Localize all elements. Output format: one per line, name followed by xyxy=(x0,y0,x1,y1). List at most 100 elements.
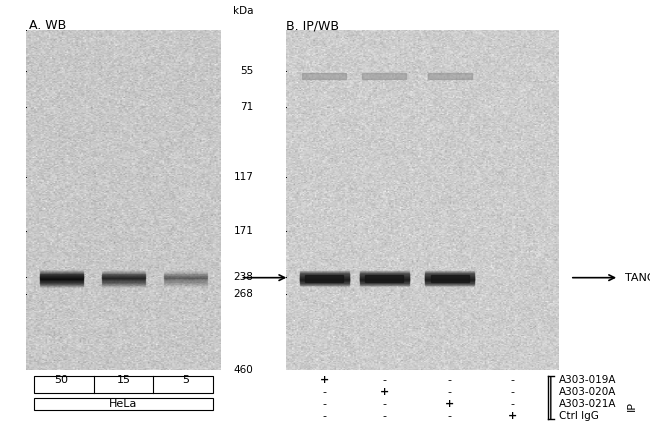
Text: -: - xyxy=(322,411,326,421)
Bar xyxy=(300,284,349,286)
Bar xyxy=(102,285,145,286)
Bar xyxy=(359,279,409,280)
Bar xyxy=(102,278,145,279)
Text: 460: 460 xyxy=(233,365,254,375)
Text: 171: 171 xyxy=(233,226,254,235)
Text: +: + xyxy=(445,399,454,409)
Bar xyxy=(300,279,349,280)
Text: 5: 5 xyxy=(183,375,189,385)
Bar xyxy=(164,269,207,270)
Bar xyxy=(102,280,145,282)
Bar xyxy=(363,74,406,79)
Bar xyxy=(425,282,474,283)
Bar xyxy=(359,271,409,272)
Bar xyxy=(164,280,207,282)
Bar xyxy=(300,284,349,285)
Bar xyxy=(300,280,349,282)
Bar xyxy=(164,272,207,273)
Text: 117: 117 xyxy=(233,172,254,182)
Bar xyxy=(164,275,207,276)
Text: A. WB: A. WB xyxy=(29,19,66,32)
Bar xyxy=(102,271,145,272)
Bar xyxy=(300,278,349,280)
Bar xyxy=(300,282,349,283)
Bar xyxy=(164,275,207,277)
Bar xyxy=(365,275,404,282)
Bar xyxy=(164,271,207,272)
Bar xyxy=(102,272,145,273)
Text: +: + xyxy=(380,387,389,397)
Bar xyxy=(102,283,145,285)
Bar xyxy=(164,277,207,278)
Bar xyxy=(40,279,83,280)
Text: -: - xyxy=(448,411,452,421)
Bar xyxy=(425,285,474,286)
Bar xyxy=(40,270,83,271)
Bar xyxy=(40,275,83,277)
Bar xyxy=(164,285,207,286)
Bar xyxy=(40,275,83,276)
Bar xyxy=(425,271,474,273)
Bar xyxy=(300,283,349,285)
Bar xyxy=(300,272,349,273)
Bar xyxy=(164,278,207,279)
Bar xyxy=(425,284,474,285)
Bar xyxy=(425,272,474,274)
Text: -: - xyxy=(382,375,386,385)
Bar xyxy=(40,280,83,282)
Text: -: - xyxy=(322,399,326,409)
Bar xyxy=(425,274,474,275)
Bar xyxy=(425,284,474,286)
Bar xyxy=(359,275,409,276)
Bar xyxy=(300,280,349,281)
Bar xyxy=(164,284,207,286)
Bar xyxy=(359,277,409,278)
Text: B. IP/WB: B. IP/WB xyxy=(286,19,339,32)
Bar xyxy=(431,275,469,282)
Bar xyxy=(102,276,145,278)
Bar xyxy=(425,273,474,275)
Bar xyxy=(164,276,207,278)
Text: TANC1: TANC1 xyxy=(295,273,332,283)
Text: IP: IP xyxy=(627,401,637,411)
Bar xyxy=(40,271,83,272)
Bar xyxy=(40,282,83,283)
Bar xyxy=(359,270,409,272)
Bar xyxy=(40,283,83,285)
Bar xyxy=(300,275,349,276)
Text: 50: 50 xyxy=(54,375,68,385)
Text: -: - xyxy=(448,375,452,385)
Bar xyxy=(359,278,409,280)
Bar xyxy=(164,283,207,284)
Bar xyxy=(359,272,409,274)
Bar xyxy=(359,274,409,275)
Bar xyxy=(359,278,409,279)
Bar xyxy=(359,280,409,282)
Bar xyxy=(164,270,207,271)
Bar xyxy=(164,286,207,287)
Bar xyxy=(359,281,409,283)
Bar xyxy=(425,275,474,276)
Bar xyxy=(40,285,83,286)
Bar xyxy=(40,269,83,270)
Text: -: - xyxy=(382,411,386,421)
Text: Ctrl IgG: Ctrl IgG xyxy=(559,411,599,421)
Bar xyxy=(359,284,409,286)
Bar xyxy=(102,282,145,283)
Bar xyxy=(102,275,145,276)
Bar xyxy=(300,275,349,276)
Bar xyxy=(359,283,409,284)
Bar xyxy=(359,282,409,283)
Bar xyxy=(300,270,349,272)
Bar xyxy=(300,271,349,272)
Bar xyxy=(164,279,207,280)
Bar xyxy=(302,74,346,79)
Bar xyxy=(102,274,145,275)
Bar xyxy=(425,278,474,280)
Text: TANC1: TANC1 xyxy=(625,273,650,283)
Bar xyxy=(425,280,474,282)
Bar xyxy=(102,286,145,287)
Bar xyxy=(359,273,409,275)
Text: A303-021A: A303-021A xyxy=(559,399,616,409)
Bar xyxy=(40,276,83,278)
